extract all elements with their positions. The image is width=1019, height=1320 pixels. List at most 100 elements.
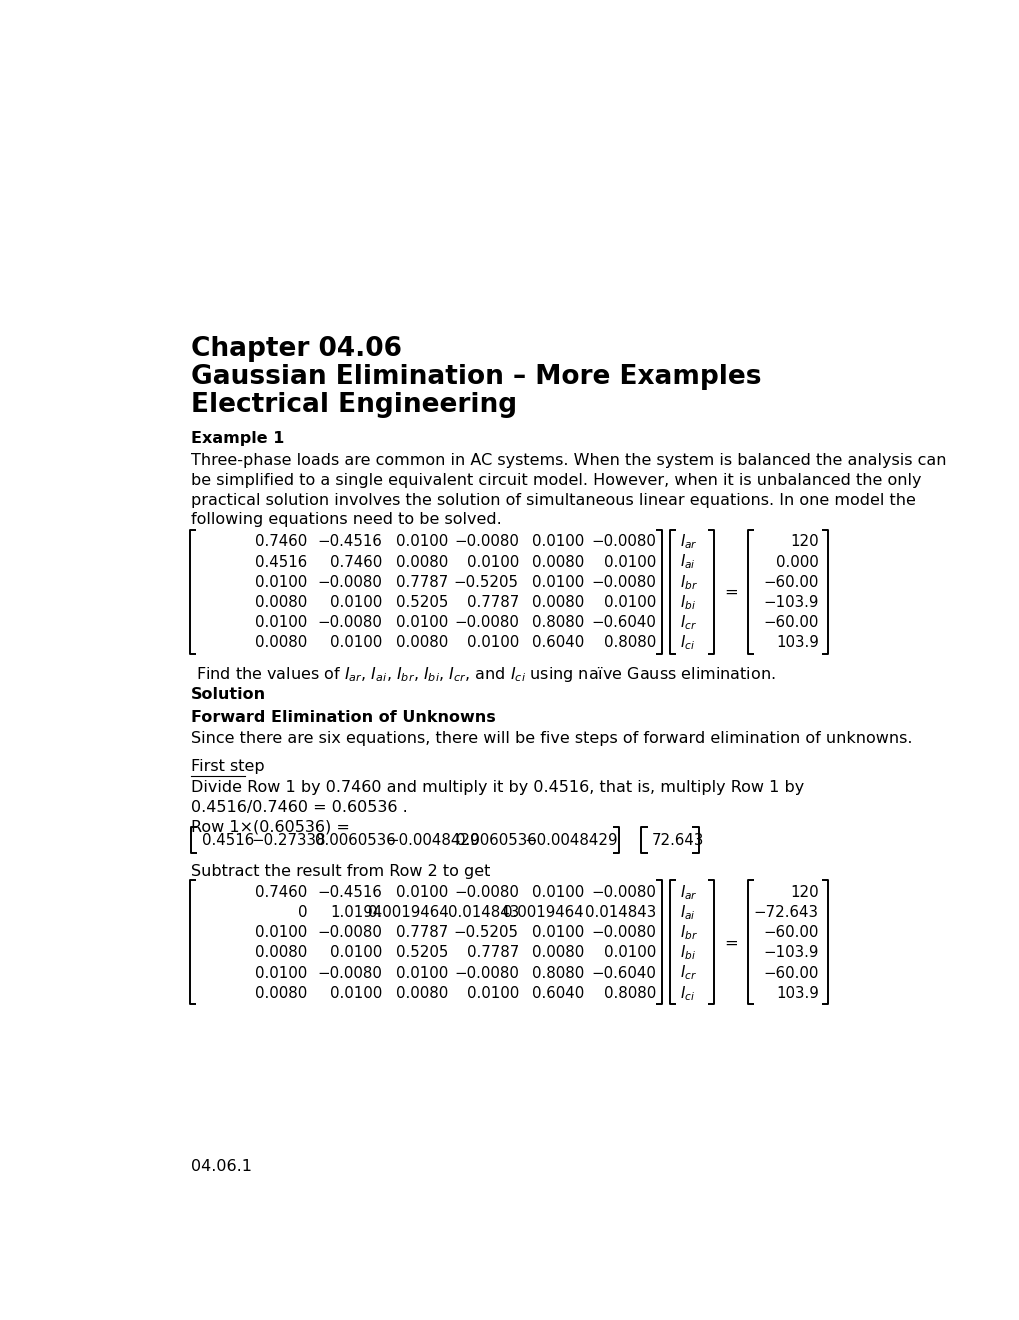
Text: Row 1×(0.60536) =: Row 1×(0.60536) = <box>191 820 350 836</box>
Text: −0.0080: −0.0080 <box>453 966 519 981</box>
Text: 0.4516: 0.4516 <box>255 554 307 570</box>
Text: =: = <box>723 585 738 599</box>
Text: 0.0100: 0.0100 <box>466 554 519 570</box>
Text: 0.0100: 0.0100 <box>255 925 307 940</box>
Text: Electrical Engineering: Electrical Engineering <box>191 392 517 418</box>
Text: 0.7460: 0.7460 <box>255 884 307 900</box>
Text: −0.0080: −0.0080 <box>591 884 655 900</box>
Text: 0.7787: 0.7787 <box>395 925 448 940</box>
Text: 0.7787: 0.7787 <box>395 574 448 590</box>
Text: 0.0080: 0.0080 <box>395 986 448 1001</box>
Text: $I_{br}$: $I_{br}$ <box>680 573 697 591</box>
Text: 72.643: 72.643 <box>651 833 703 849</box>
Text: 0.0100: 0.0100 <box>330 986 382 1001</box>
Text: −60.00: −60.00 <box>762 574 818 590</box>
Text: 0.0100: 0.0100 <box>531 535 584 549</box>
Text: 0.000: 0.000 <box>775 554 818 570</box>
Text: $I_{bi}$: $I_{bi}$ <box>680 593 695 611</box>
Text: =: = <box>723 936 738 950</box>
Text: $I_{ar}$: $I_{ar}$ <box>680 883 697 902</box>
Text: Subtract the result from Row 2 to get: Subtract the result from Row 2 to get <box>191 863 490 879</box>
Text: 0.7460: 0.7460 <box>330 554 382 570</box>
Text: 0.014843: 0.014843 <box>447 906 519 920</box>
Text: 0.8080: 0.8080 <box>531 966 584 981</box>
Text: 0.0100: 0.0100 <box>255 615 307 630</box>
Text: −103.9: −103.9 <box>762 945 818 961</box>
Text: 120: 120 <box>790 535 818 549</box>
Text: 0.8080: 0.8080 <box>603 986 655 1001</box>
Text: −0.6040: −0.6040 <box>591 615 655 630</box>
Text: −0.0080: −0.0080 <box>317 574 382 590</box>
Text: $I_{cr}$: $I_{cr}$ <box>680 614 696 632</box>
Text: −0.4516: −0.4516 <box>317 884 382 900</box>
Text: 103.9: 103.9 <box>775 635 818 651</box>
Text: 0: 0 <box>298 906 307 920</box>
Text: −0.0080: −0.0080 <box>591 925 655 940</box>
Text: Solution: Solution <box>191 686 266 702</box>
Text: 0.0100: 0.0100 <box>531 925 584 940</box>
Text: 0.0080: 0.0080 <box>531 595 584 610</box>
Text: 0.0100: 0.0100 <box>603 554 655 570</box>
Text: −72.643: −72.643 <box>753 906 818 920</box>
Text: −60.00: −60.00 <box>762 615 818 630</box>
Text: 0.0100: 0.0100 <box>466 635 519 651</box>
Text: $I_{ci}$: $I_{ci}$ <box>680 634 695 652</box>
Text: be simplified to a single equivalent circuit model. However, when it is unbalanc: be simplified to a single equivalent cir… <box>191 473 920 488</box>
Text: 120: 120 <box>790 884 818 900</box>
Text: −0.27338: −0.27338 <box>252 833 326 849</box>
Text: 0.0100: 0.0100 <box>330 945 382 961</box>
Text: 0.5205: 0.5205 <box>395 945 448 961</box>
Text: $I_{cr}$: $I_{cr}$ <box>680 964 696 982</box>
Text: 0.0100: 0.0100 <box>395 535 448 549</box>
Text: 0.0100: 0.0100 <box>531 574 584 590</box>
Text: 0.6040: 0.6040 <box>531 986 584 1001</box>
Text: 0.0100: 0.0100 <box>395 966 448 981</box>
Text: −0.4516: −0.4516 <box>317 535 382 549</box>
Text: −0.0080: −0.0080 <box>317 966 382 981</box>
Text: 0.0080: 0.0080 <box>255 986 307 1001</box>
Text: First step: First step <box>191 759 264 774</box>
Text: $I_{br}$: $I_{br}$ <box>680 924 697 942</box>
Text: −0.0080: −0.0080 <box>453 884 519 900</box>
Text: 04.06.1: 04.06.1 <box>191 1159 252 1175</box>
Text: −0.0080: −0.0080 <box>317 615 382 630</box>
Text: 0.0080: 0.0080 <box>395 554 448 570</box>
Text: 0.0100: 0.0100 <box>330 595 382 610</box>
Text: 0.0060536: 0.0060536 <box>455 833 536 849</box>
Text: practical solution involves the solution of simultaneous linear equations. In on: practical solution involves the solution… <box>191 492 915 508</box>
Text: 0.4516/0.7460 = 0.60536 .: 0.4516/0.7460 = 0.60536 . <box>191 800 408 814</box>
Text: 103.9: 103.9 <box>775 986 818 1001</box>
Text: $I_{ci}$: $I_{ci}$ <box>680 983 695 1003</box>
Text: 0.0060536: 0.0060536 <box>315 833 395 849</box>
Text: 0.0100: 0.0100 <box>603 945 655 961</box>
Text: −0.0048429: −0.0048429 <box>524 833 618 849</box>
Text: −0.0080: −0.0080 <box>317 925 382 940</box>
Text: −0.5205: −0.5205 <box>453 574 519 590</box>
Text: 0.0100: 0.0100 <box>255 966 307 981</box>
Text: 0.0100: 0.0100 <box>466 986 519 1001</box>
Text: $I_{ar}$: $I_{ar}$ <box>680 532 697 552</box>
Text: −0.5205: −0.5205 <box>453 925 519 940</box>
Text: 0.8080: 0.8080 <box>603 635 655 651</box>
Text: 0.0080: 0.0080 <box>255 595 307 610</box>
Text: Example 1: Example 1 <box>191 430 284 446</box>
Text: Gaussian Elimination – More Examples: Gaussian Elimination – More Examples <box>191 364 761 389</box>
Text: 1.0194: 1.0194 <box>330 906 382 920</box>
Text: −0.6040: −0.6040 <box>591 966 655 981</box>
Text: 0.0100: 0.0100 <box>330 635 382 651</box>
Text: 0.0080: 0.0080 <box>255 635 307 651</box>
Text: Divide Row 1 by 0.7460 and multiply it by 0.4516, that is, multiply Row 1 by: Divide Row 1 by 0.7460 and multiply it b… <box>191 780 804 795</box>
Text: 0.8080: 0.8080 <box>531 615 584 630</box>
Text: 0.0080: 0.0080 <box>531 945 584 961</box>
Text: −103.9: −103.9 <box>762 595 818 610</box>
Text: $I_{ai}$: $I_{ai}$ <box>680 553 695 572</box>
Text: 0.6040: 0.6040 <box>531 635 584 651</box>
Text: −60.00: −60.00 <box>762 966 818 981</box>
Text: −0.0080: −0.0080 <box>591 535 655 549</box>
Text: Since there are six equations, there will be five steps of forward elimination o: Since there are six equations, there wil… <box>191 731 912 746</box>
Text: $I_{bi}$: $I_{bi}$ <box>680 944 695 962</box>
Text: 0.0100: 0.0100 <box>395 615 448 630</box>
Text: 0.0100: 0.0100 <box>395 884 448 900</box>
Text: −0.0080: −0.0080 <box>453 535 519 549</box>
Text: −0.0080: −0.0080 <box>591 574 655 590</box>
